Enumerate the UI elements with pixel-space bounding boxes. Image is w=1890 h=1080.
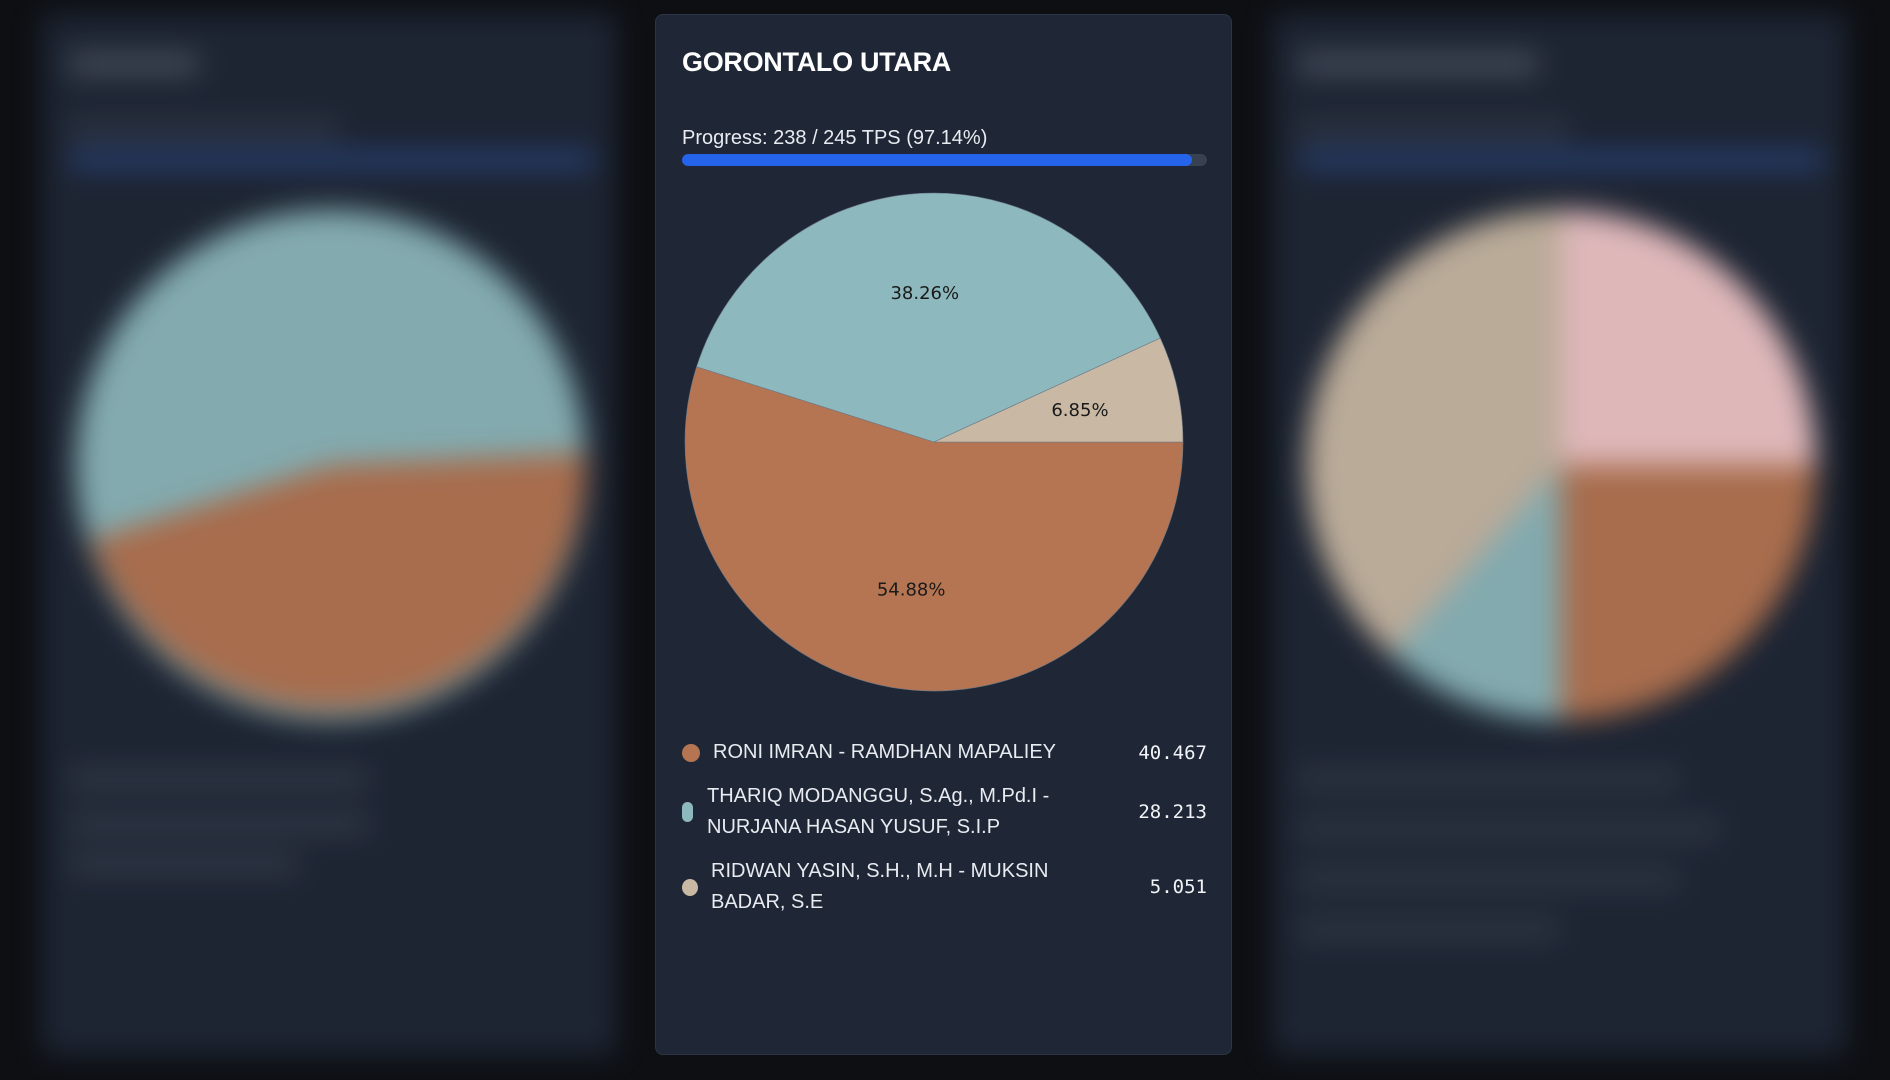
blurred-legend-line [1299,770,1679,788]
blurred-legend-line [1299,870,1679,888]
vote-count: 40.467 [1138,741,1207,764]
candidate-name: THARIQ MODANGGU, S.Ag., M.Pd.I - NURJANA… [707,785,1050,838]
candidate-name: RONI IMRAN - RAMDHAN MAPALIEY [713,741,1056,763]
progress-bar-fill [682,154,1192,166]
blurred-progress-bar [1299,153,1824,167]
region-card-left-blurred [42,14,616,1055]
blurred-pie [76,210,587,720]
blurred-title [69,53,199,75]
legend-item[interactable]: RIDWAN YASIN, S.H., M.H - MUKSIN BADAR, … [682,856,1207,918]
legend-color-dot-icon [682,743,700,762]
card-title: GORONTALO UTARA [682,47,951,77]
blurred-legend-line [69,855,299,873]
region-card-gorontalo-utara[interactable]: GORONTALO UTARA Progress: 238 / 245 TPS … [655,14,1232,1055]
pie-slice[interactable] [696,192,1161,443]
blurred-legend-line [1299,920,1559,938]
blurred-progress-bar [69,153,594,167]
vote-count: 28.213 [1138,801,1207,823]
blurred-progress-text [69,123,339,137]
progress-bar [682,154,1207,166]
pie-slice[interactable] [684,366,1184,692]
region-card-right-blurred [1272,14,1846,1055]
blurred-legend-line [69,815,369,833]
pie-chart[interactable]: 54.88% 38.26% 6.85% [683,191,1185,693]
chart-legend: RONI IMRAN - RAMDHAN MAPALIEY 40.467 THA… [682,737,1207,931]
legend-color-dot-icon [682,878,698,896]
blurred-legend-line [69,770,369,788]
legend-color-dot-icon [682,802,693,822]
candidate-name: RIDWAN YASIN, S.H., M.H - MUKSIN BADAR, … [711,860,1049,913]
legend-item[interactable]: THARIQ MODANGGU, S.Ag., M.Pd.I - NURJANA… [682,781,1207,843]
vote-count: 5.051 [1149,876,1207,898]
pie-slice-percent-label: 38.26% [890,283,959,304]
blurred-progress-text [1299,123,1569,137]
blurred-pie [1306,210,1816,720]
legend-item[interactable]: RONI IMRAN - RAMDHAN MAPALIEY 40.467 [682,737,1207,768]
pie-slice-percent-label: 54.88% [877,580,946,601]
pie-slice-percent-label: 6.85% [1051,400,1108,421]
blurred-legend-line [1299,820,1719,838]
progress-label: Progress: 238 / 245 TPS (97.14%) [682,127,988,149]
pie-slice[interactable] [933,337,1184,443]
blurred-title [1299,53,1539,75]
